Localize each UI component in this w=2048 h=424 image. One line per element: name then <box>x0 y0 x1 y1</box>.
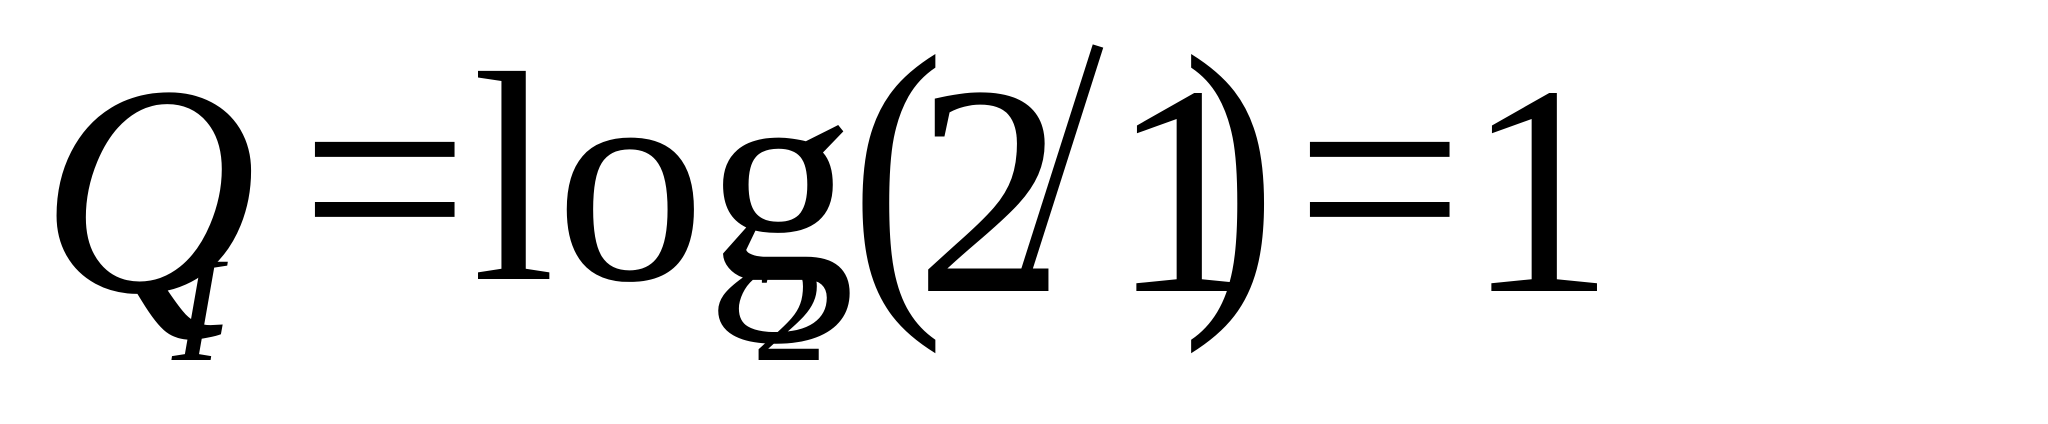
left-parenthesis: ( <box>850 0 945 355</box>
slash-stroke <box>1020 44 1104 274</box>
equals-sign: = <box>300 12 470 344</box>
equals-sign-result: = <box>1295 12 1465 344</box>
numerator-value: 2 <box>915 24 1065 356</box>
result-value: 1 <box>1465 24 1615 356</box>
log-function: log <box>472 12 856 344</box>
quantity-symbol-q: Q <box>40 24 257 356</box>
log-base-subscript: 2 <box>752 227 827 393</box>
right-parenthesis: ) <box>1182 0 1277 355</box>
quantity-subscript-i: I <box>172 227 222 393</box>
denominator-value: 1 <box>1110 24 1260 356</box>
